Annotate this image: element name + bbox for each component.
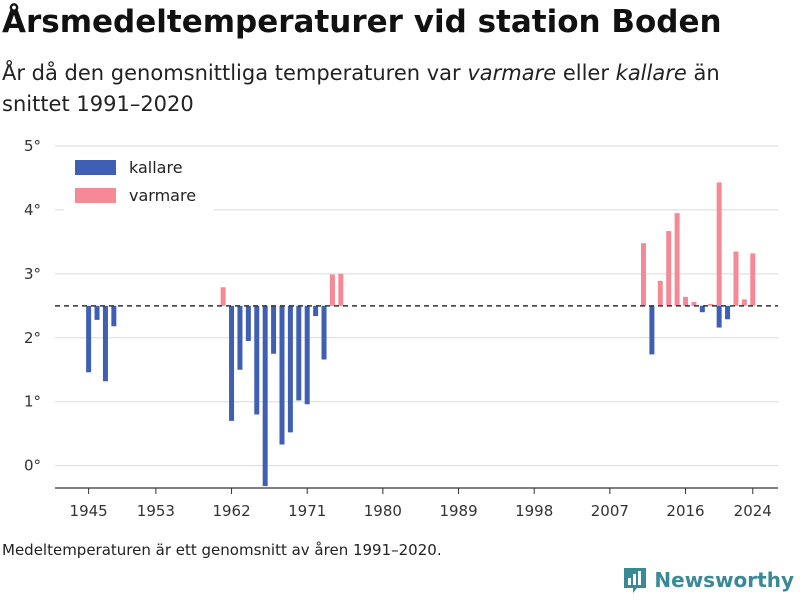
x-tick-label-2016: 2016 [666, 502, 704, 520]
x-tick-label-1953: 1953 [137, 502, 175, 520]
bar-varmare-2013 [657, 280, 663, 306]
subtitle-part1: År då den genomsnittliga temperaturen va… [2, 61, 468, 85]
newsworthy-logo-icon [624, 568, 647, 593]
bar-varmare-2020 [716, 182, 722, 306]
bar-kallare-1972 [313, 305, 319, 317]
x-tick-label-1989: 1989 [439, 502, 477, 520]
bar-varmare-2017 [691, 301, 697, 306]
bar-kallare-1945 [86, 305, 92, 373]
chart-subtitle: År då den genomsnittliga temperaturen va… [2, 58, 782, 120]
bars [86, 182, 756, 487]
x-tick-label-2024: 2024 [734, 502, 772, 520]
legend: kallare varmare [64, 154, 214, 212]
x-tick-label-1971: 1971 [288, 502, 326, 520]
bar-varmare-2022 [733, 251, 739, 306]
y-axis-labels: 0° 1° 2° 3° 4° 5° [24, 137, 41, 475]
subtitle-part3: än snittet 1991–2020 [2, 61, 720, 116]
newsworthy-logo-text: Newsworthy [654, 568, 794, 592]
bar-kallare-1965 [254, 305, 260, 415]
y-tick-label-2: 2° [24, 329, 41, 347]
bar-kallare-1948 [111, 305, 117, 327]
bar-kallare-1963 [237, 305, 243, 370]
legend-label-kallare: kallare [129, 158, 183, 177]
x-tick-label-1945: 1945 [70, 502, 108, 520]
newsworthy-logo[interactable]: Newsworthy [622, 566, 794, 594]
legend-label-varmare: varmare [129, 186, 196, 205]
bar-kallare-1964 [245, 305, 251, 341]
bar-kallare-2021 [725, 305, 731, 320]
bar-kallare-1973 [321, 305, 327, 360]
bar-varmare-2014 [666, 231, 672, 306]
x-axis: 1945 1953 1962 1971 1980 1989 1998 2007 2016 2024 [55, 487, 778, 520]
bar-varmare-1975 [338, 273, 344, 306]
bar-varmare-2011 [640, 243, 646, 306]
bar-kallare-2020 [716, 305, 722, 328]
bar-kallare-1970 [296, 305, 302, 401]
bar-kallare-1971 [304, 305, 310, 405]
y-tick-label-3: 3° [24, 265, 41, 283]
bar-varmare-2019 [708, 303, 714, 306]
bar-kallare-1962 [229, 305, 235, 421]
grid-lines [55, 145, 778, 467]
bar-varmare-2023 [741, 299, 747, 306]
legend-swatch-kallare [75, 160, 116, 175]
x-tick-label-2007: 2007 [591, 502, 629, 520]
bar-varmare-1961 [220, 287, 226, 306]
legend-swatch-varmare [75, 188, 116, 203]
bar-kallare-1966 [262, 305, 268, 487]
footnote: Medeltemperaturen är ett genomsnitt av å… [2, 541, 442, 559]
y-tick-label-0: 0° [24, 457, 41, 475]
subtitle-warm-word: varmare [467, 61, 557, 85]
y-tick-label-4: 4° [24, 201, 41, 219]
y-tick-label-1: 1° [24, 393, 41, 411]
bar-varmare-1974 [329, 274, 335, 306]
x-tick-label-1980: 1980 [364, 502, 402, 520]
bar-kallare-1967 [271, 305, 277, 354]
bar-kallare-1969 [287, 305, 293, 433]
x-tick-label-1998: 1998 [515, 502, 553, 520]
bar-kallare-1947 [102, 305, 108, 382]
bar-varmare-2016 [683, 296, 689, 306]
subtitle-part2: eller [556, 61, 616, 85]
bar-kallare-1968 [279, 305, 285, 445]
bar-varmare-2024 [750, 253, 756, 306]
bar-kallare-1946 [94, 305, 100, 320]
bar-kallare-2018 [699, 305, 705, 313]
chart-title: Årsmedeltemperaturer vid station Boden [2, 4, 722, 40]
bar-kallare-2012 [649, 305, 655, 355]
subtitle-cold-word: kallare [615, 61, 687, 85]
x-tick-label-1962: 1962 [212, 502, 250, 520]
y-tick-label-5: 5° [24, 137, 41, 155]
bar-varmare-2015 [674, 213, 680, 306]
